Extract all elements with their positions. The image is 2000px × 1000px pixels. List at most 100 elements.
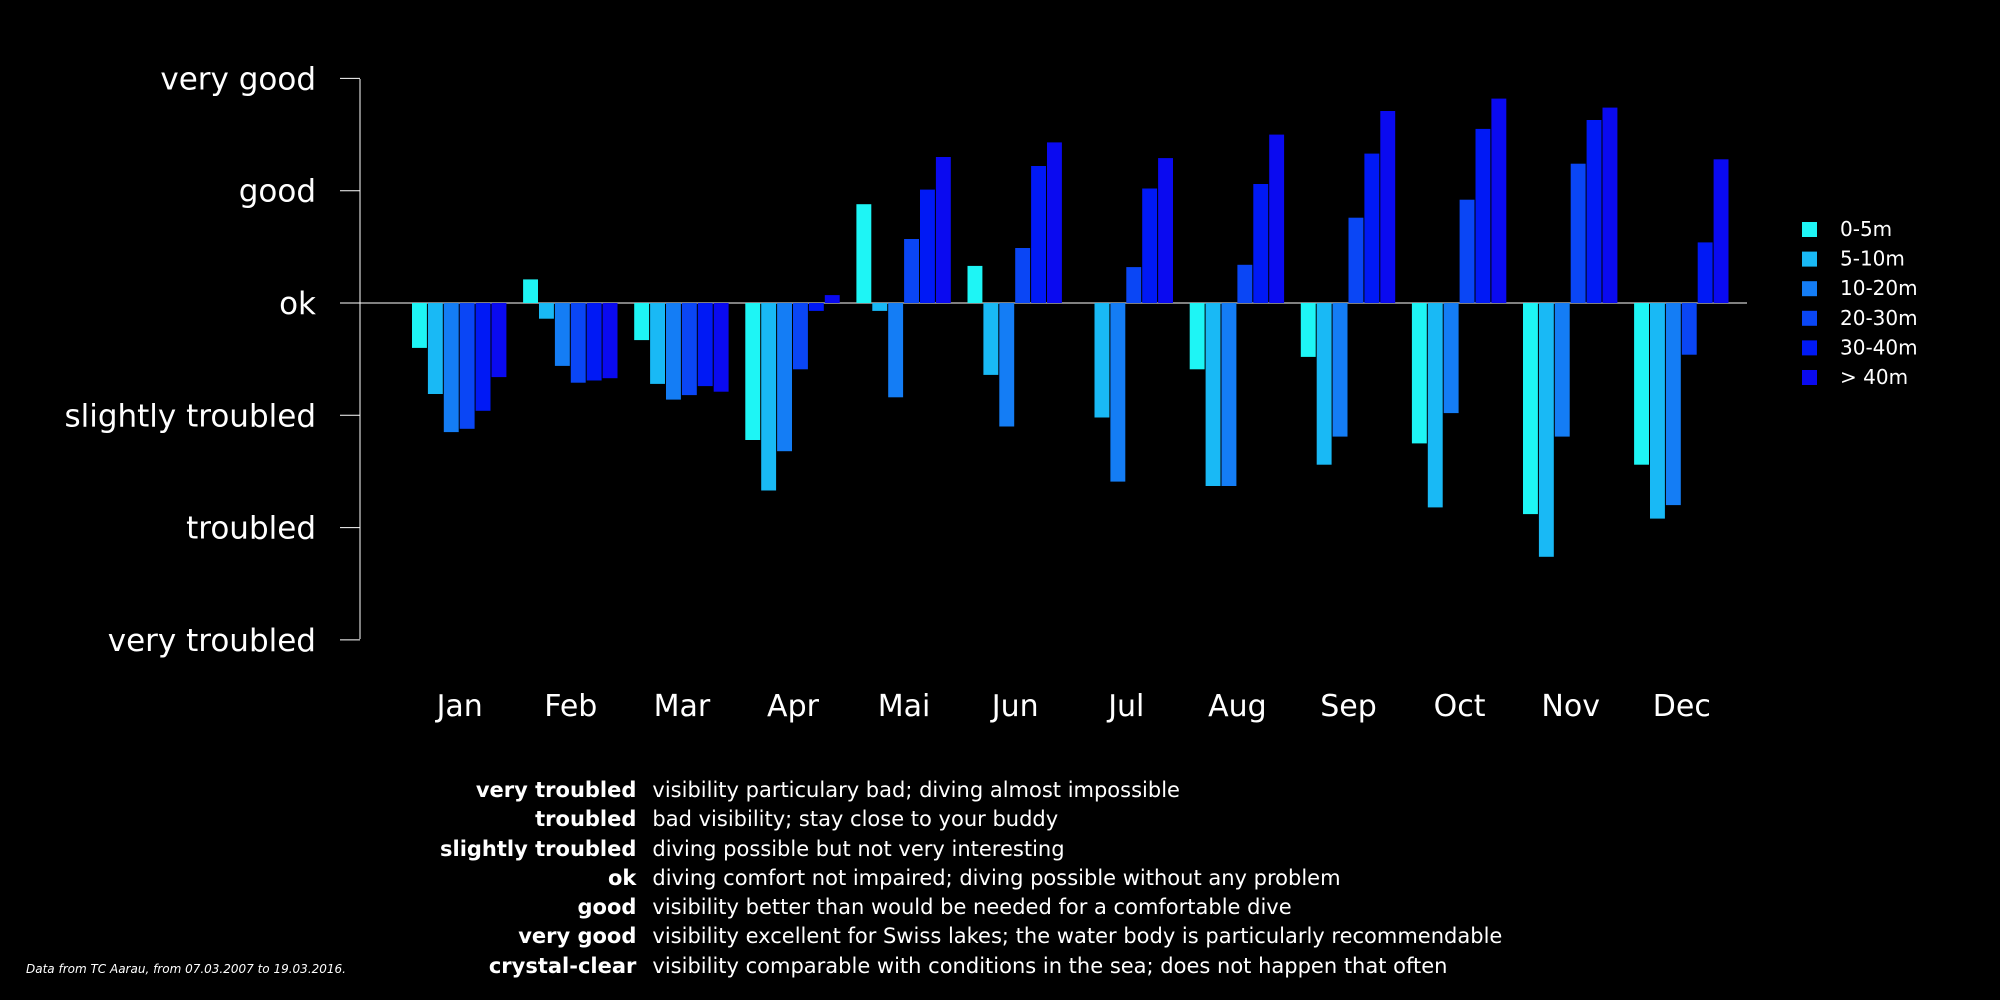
- x-tick-label: Feb: [544, 689, 597, 724]
- bar: [1380, 111, 1396, 303]
- bar: [1586, 120, 1602, 303]
- bar: [1602, 107, 1618, 303]
- legend-label: 20-30m: [1840, 306, 1918, 330]
- bar: [1031, 166, 1046, 303]
- definition-term: good: [577, 895, 637, 920]
- bar: [1110, 303, 1126, 482]
- x-tick-label: Jul: [1106, 689, 1144, 724]
- bar: [904, 239, 919, 303]
- y-tick-label: very troubled: [108, 623, 316, 659]
- legend-swatch: [1802, 251, 1817, 267]
- bar: [1126, 267, 1142, 303]
- x-tick-label: Mai: [878, 689, 931, 724]
- x-tick-label: Aug: [1208, 689, 1267, 724]
- y-tick-label: good: [239, 174, 316, 210]
- legend-swatch: [1802, 370, 1817, 385]
- x-tick-label: Jan: [435, 689, 483, 724]
- bar: [1094, 303, 1110, 418]
- bar: [1523, 303, 1538, 515]
- bar: [1411, 303, 1427, 444]
- bar: [1047, 142, 1062, 303]
- x-tick-label: Dec: [1653, 689, 1711, 724]
- bar: [888, 303, 904, 398]
- bar: [602, 303, 618, 379]
- category-definitions: very troubled visibility particulary bad;…: [440, 776, 1502, 981]
- bar: [475, 303, 491, 411]
- definition-text: visibility particulary bad; diving almos…: [652, 778, 1180, 802]
- x-tick-label: Oct: [1434, 689, 1486, 724]
- bar: [1221, 303, 1237, 486]
- legend-label: 5-10m: [1840, 247, 1905, 271]
- bar: [1015, 248, 1031, 303]
- bar: [586, 303, 602, 381]
- bar: [666, 303, 681, 400]
- x-tick-label: Apr: [767, 689, 820, 724]
- visibility-bar-chart: very troubled troubled slightly troubled ok…: [64, 61, 1918, 724]
- y-tick-label: slightly troubled: [64, 398, 316, 434]
- bar: [697, 303, 713, 387]
- bar: [459, 303, 475, 429]
- bar: [808, 303, 824, 311]
- bar: [1158, 158, 1173, 303]
- legend-swatch: [1802, 222, 1817, 237]
- bar: [1205, 303, 1221, 486]
- bar: [1443, 303, 1459, 414]
- y-tick-label: troubled: [186, 511, 316, 547]
- bar: [523, 279, 538, 303]
- bar: [412, 303, 427, 348]
- definition-row: good visibility better than would be need…: [440, 893, 1502, 922]
- definition-text: diving possible but not very interesting: [652, 836, 1065, 861]
- bar: [681, 303, 697, 396]
- definition-row: ok diving comfort not impaired; diving po…: [440, 864, 1502, 893]
- bar: [1697, 242, 1713, 303]
- bar: [1491, 98, 1507, 303]
- bar: [539, 303, 554, 319]
- bar: [1665, 303, 1681, 506]
- bar: [1142, 188, 1158, 303]
- bar: [872, 303, 888, 311]
- bar: [1253, 184, 1269, 303]
- bar: [967, 265, 983, 303]
- definition-row: very good visibility excellent for Swiss …: [440, 922, 1502, 951]
- bar: [999, 303, 1015, 427]
- definition-text: visibility excellent for Swiss lakes; th…: [652, 924, 1503, 949]
- x-tick-label: Mar: [654, 689, 711, 724]
- definition-term: very troubled: [475, 778, 637, 802]
- bar: [1634, 303, 1649, 465]
- bar: [1459, 199, 1475, 303]
- legend-swatch: [1802, 340, 1817, 356]
- definition-term: slightly troubled: [440, 836, 637, 861]
- source-note: Data from TC Aarau, from 07.03.2007 to 1…: [26, 962, 346, 976]
- definition-row: slightly troubled diving possible but not…: [440, 835, 1502, 864]
- definition-term: troubled: [535, 807, 637, 832]
- bar: [1475, 128, 1491, 303]
- definition-term: ok: [608, 865, 637, 890]
- definition-text: visibility comparable with conditions in…: [652, 953, 1448, 978]
- bar: [1189, 303, 1205, 370]
- bar: [777, 303, 792, 452]
- definition-row: crystal-clear visibility comparable with …: [440, 952, 1502, 981]
- bar: [1570, 163, 1586, 303]
- definition-text: bad visibility; stay close to your buddy: [652, 807, 1059, 832]
- x-tick-label: Nov: [1541, 689, 1600, 724]
- legend-label: 0-5m: [1840, 217, 1892, 241]
- bar: [1650, 303, 1665, 519]
- definition-text: visibility better than would be needed f…: [652, 895, 1292, 920]
- bar: [935, 157, 951, 303]
- bar: [1713, 159, 1729, 303]
- x-tick-label: Sep: [1320, 689, 1377, 724]
- definition-term: crystal-clear: [488, 953, 637, 978]
- bar: [713, 303, 729, 392]
- bar: [1237, 264, 1253, 303]
- bar: [856, 204, 872, 303]
- bar: [427, 303, 443, 394]
- definition-row: very troubled visibility particulary bad;…: [440, 776, 1502, 805]
- definition-text: diving comfort not impaired; diving poss…: [652, 865, 1341, 890]
- bar: [634, 303, 650, 341]
- definition-row: troubled bad visibility; stay close to yo…: [440, 805, 1502, 834]
- bar: [983, 303, 999, 375]
- bar: [1538, 303, 1554, 557]
- bar: [745, 303, 761, 440]
- legend-label: 30-40m: [1840, 335, 1918, 359]
- bar: [1300, 303, 1316, 357]
